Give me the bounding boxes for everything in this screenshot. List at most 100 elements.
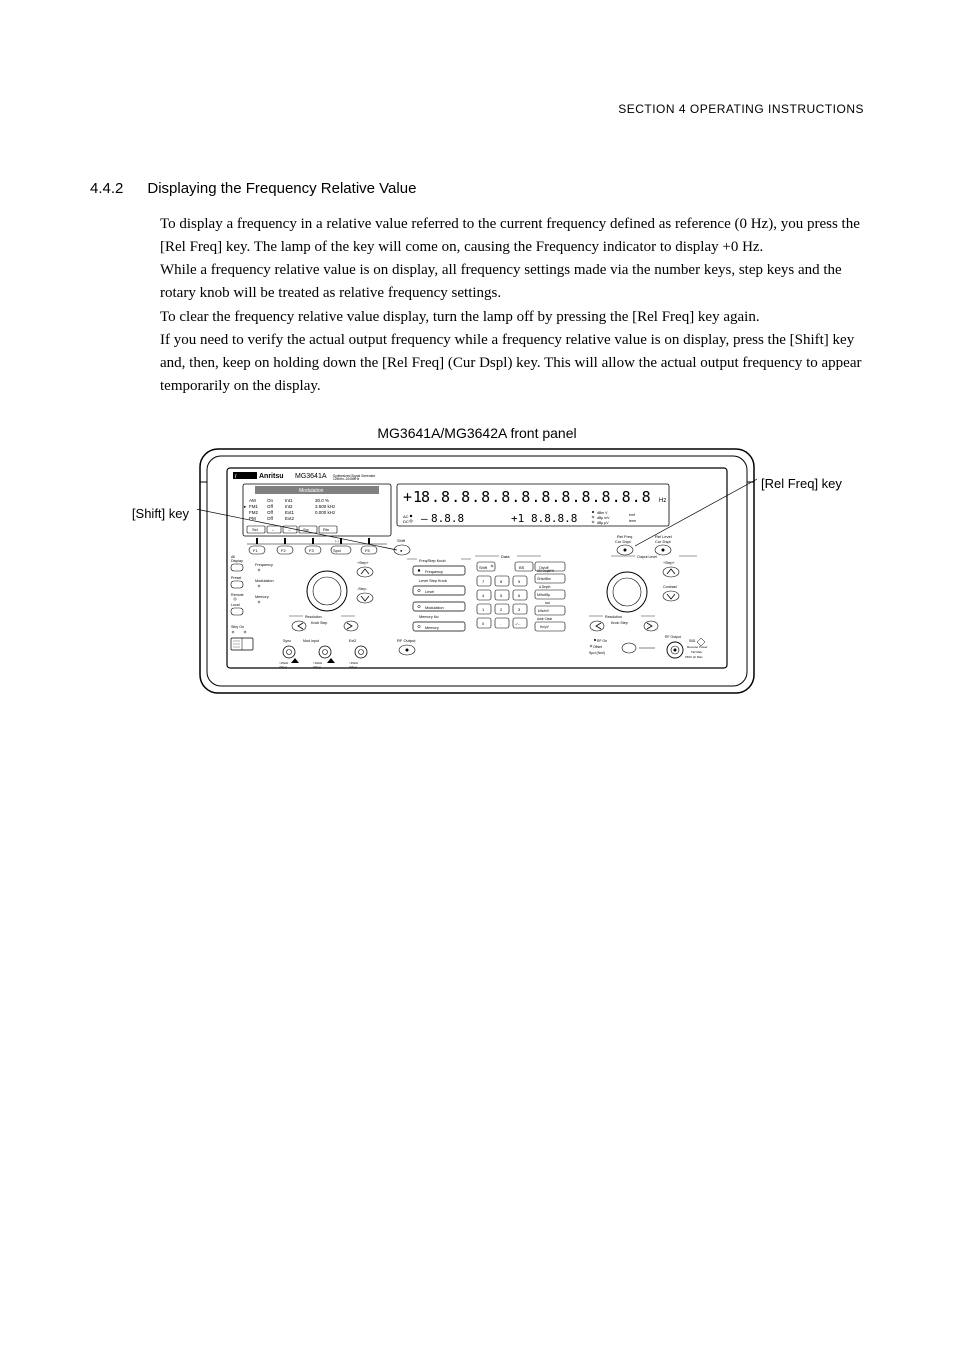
svg-text:7: 7 xyxy=(482,579,485,584)
svg-text:Off: Off xyxy=(267,510,274,515)
svg-text:125kHz–1040MHz: 125kHz–1040MHz xyxy=(333,477,360,481)
svg-text:Resolution: Resolution xyxy=(605,615,622,619)
svg-text:MG3641A: MG3641A xyxy=(295,473,327,480)
svg-text:F5: F5 xyxy=(365,548,370,553)
svg-text:rad: rad xyxy=(545,601,550,605)
svg-text:RF Output: RF Output xyxy=(397,638,416,643)
svg-text:.: . xyxy=(500,621,501,626)
svg-text:BS: BS xyxy=(519,565,525,570)
svg-text:Output Level: Output Level xyxy=(637,555,657,559)
svg-text:FM2: FM2 xyxy=(249,510,258,515)
svg-text:F3: F3 xyxy=(309,548,314,553)
svg-text:dBμ μV: dBμ μV xyxy=(597,521,609,525)
svg-text:Sync: Sync xyxy=(283,639,291,643)
svg-text:Addr Clear: Addr Clear xyxy=(537,617,553,621)
svg-text:AM: AM xyxy=(249,498,256,503)
svg-text:50Ω: 50Ω xyxy=(689,639,696,643)
section-header: SECTION 4 OPERATING INSTRUCTIONS xyxy=(90,100,864,118)
svg-text:Knob Step: Knob Step xyxy=(611,621,628,625)
svg-text:Remote: Remote xyxy=(231,593,244,597)
svg-text:Ext2: Ext2 xyxy=(285,516,295,521)
svg-text:3: 3 xyxy=(518,607,521,612)
svg-text:Local: Local xyxy=(231,603,240,607)
figure-title: MG3641A/MG3642A front panel xyxy=(377,423,576,444)
callout-shift-key: [Shift] key xyxy=(117,504,189,524)
svg-text:dBμ mV: dBμ mV xyxy=(597,516,610,520)
svg-text:0.000 kHz: 0.000 kHz xyxy=(315,510,336,515)
svg-text:Modulation: Modulation xyxy=(299,488,324,494)
svg-text:Sel: Sel xyxy=(252,527,258,532)
svg-text:+1: +1 xyxy=(511,512,524,525)
paragraph-4: If you need to verify the actual output … xyxy=(160,329,864,399)
svg-text:Anritsu: Anritsu xyxy=(259,473,284,480)
svg-text:+Step+: +Step+ xyxy=(357,561,369,565)
svg-text:Memory: Memory xyxy=(425,626,439,630)
svg-text:▸: ▸ xyxy=(244,504,247,509)
svg-text:Frequency: Frequency xyxy=(425,570,443,574)
svg-text:Rtn: Rtn xyxy=(323,527,329,532)
svg-text:Spcl (Nml): Spcl (Nml) xyxy=(589,651,605,655)
svg-text:Data: Data xyxy=(501,554,510,559)
svg-text:8.8.8: 8.8.8 xyxy=(431,512,464,525)
svg-text:Hz: Hz xyxy=(659,498,666,504)
svg-text:Ext1: Ext1 xyxy=(285,510,295,515)
svg-text:Stby On: Stby On xyxy=(231,625,244,629)
svg-text:Ext2: Ext2 xyxy=(349,639,356,643)
svg-text:Preset: Preset xyxy=(231,576,241,580)
svg-text:Modulation: Modulation xyxy=(255,579,274,583)
svg-text:GHz/dBm: GHz/dBm xyxy=(537,577,551,581)
svg-text:kHz/mV: kHz/mV xyxy=(538,609,550,613)
svg-text:8.8.8.8: 8.8.8.8 xyxy=(531,512,577,525)
svg-text:–: – xyxy=(421,512,428,525)
paragraph-2: While a frequency relative value is on d… xyxy=(160,259,864,306)
svg-text:Resolution: Resolution xyxy=(305,615,322,619)
svg-text:emf: emf xyxy=(629,513,635,517)
svg-text:30.0 %: 30.0 % xyxy=(315,498,329,503)
svg-text:0: 0 xyxy=(482,621,485,626)
body-text: To display a frequency in a relative val… xyxy=(160,213,864,399)
svg-text:Spcl: Spcl xyxy=(333,548,341,553)
svg-text:On: On xyxy=(267,498,274,503)
svg-text:dBm V: dBm V xyxy=(597,511,608,515)
svg-text:8.8.8.8.8.8.8.8.8.8.8.8: 8.8.8.8.8.8.8.8.8.8.8.8 xyxy=(421,488,652,506)
svg-text:RF On: RF On xyxy=(597,639,607,643)
svg-text:8: 8 xyxy=(500,579,503,584)
svg-text:Off: Off xyxy=(267,516,274,521)
paragraph-1: To display a frequency in a relative val… xyxy=(160,213,864,260)
svg-text:Reverse Power: Reverse Power xyxy=(687,645,708,649)
section-number: 4.4.2 xyxy=(90,178,123,201)
svg-text:F1: F1 xyxy=(253,548,258,553)
svg-text:Shift: Shift xyxy=(397,538,406,543)
svg-text:Display: Display xyxy=(231,559,243,563)
svg-text:MHz/dBμ: MHz/dBμ xyxy=(537,593,550,597)
svg-text:2Vp-p: 2Vp-p xyxy=(349,665,357,669)
svg-text:Cur Dspl: Cur Dspl xyxy=(655,539,671,544)
svg-text:+Step+: +Step+ xyxy=(663,561,675,565)
svg-text:●: ● xyxy=(400,548,403,553)
svg-text:Level: Level xyxy=(425,590,434,594)
svg-text:Memory No: Memory No xyxy=(419,615,439,619)
svg-text:-/←: -/← xyxy=(515,621,521,626)
svg-text:±50V dc Max: ±50V dc Max xyxy=(685,655,703,659)
section-heading: 4.4.2 Displaying the Frequency Relative … xyxy=(90,178,864,201)
svg-text:Memory: Memory xyxy=(255,595,269,599)
front-panel-diagram: / Anritsu MG3641A Synthesized Signal Gen… xyxy=(197,446,757,696)
svg-text:Level Step Knob: Level Step Knob xyxy=(419,579,447,583)
svg-text:RF Output: RF Output xyxy=(665,635,681,639)
svg-text:5: 5 xyxy=(500,593,503,598)
svg-text:-Step-: -Step- xyxy=(357,587,368,591)
svg-text:1: 1 xyxy=(482,607,485,612)
svg-text:FM1: FM1 xyxy=(249,504,258,509)
callout-rel-freq-key: [Rel Freq] key xyxy=(761,474,861,494)
svg-text:Int2: Int2 xyxy=(285,504,293,509)
svg-text:Cur Dspl: Cur Dspl xyxy=(615,539,631,544)
svg-text:Mod Input: Mod Input xyxy=(303,639,319,643)
svg-text:DC: DC xyxy=(403,519,409,524)
figure: MG3641A/MG3642A front panel [Shift] key … xyxy=(90,423,864,696)
svg-text:Freq/Step Knob: Freq/Step Knob xyxy=(419,559,446,563)
svg-text:2Vp-p: 2Vp-p xyxy=(313,665,321,669)
svg-text:Shift: Shift xyxy=(479,565,488,570)
svg-text:Offset: Offset xyxy=(593,645,602,649)
svg-text:Hz/μV: Hz/μV xyxy=(540,625,550,629)
svg-text:6: 6 xyxy=(518,593,521,598)
